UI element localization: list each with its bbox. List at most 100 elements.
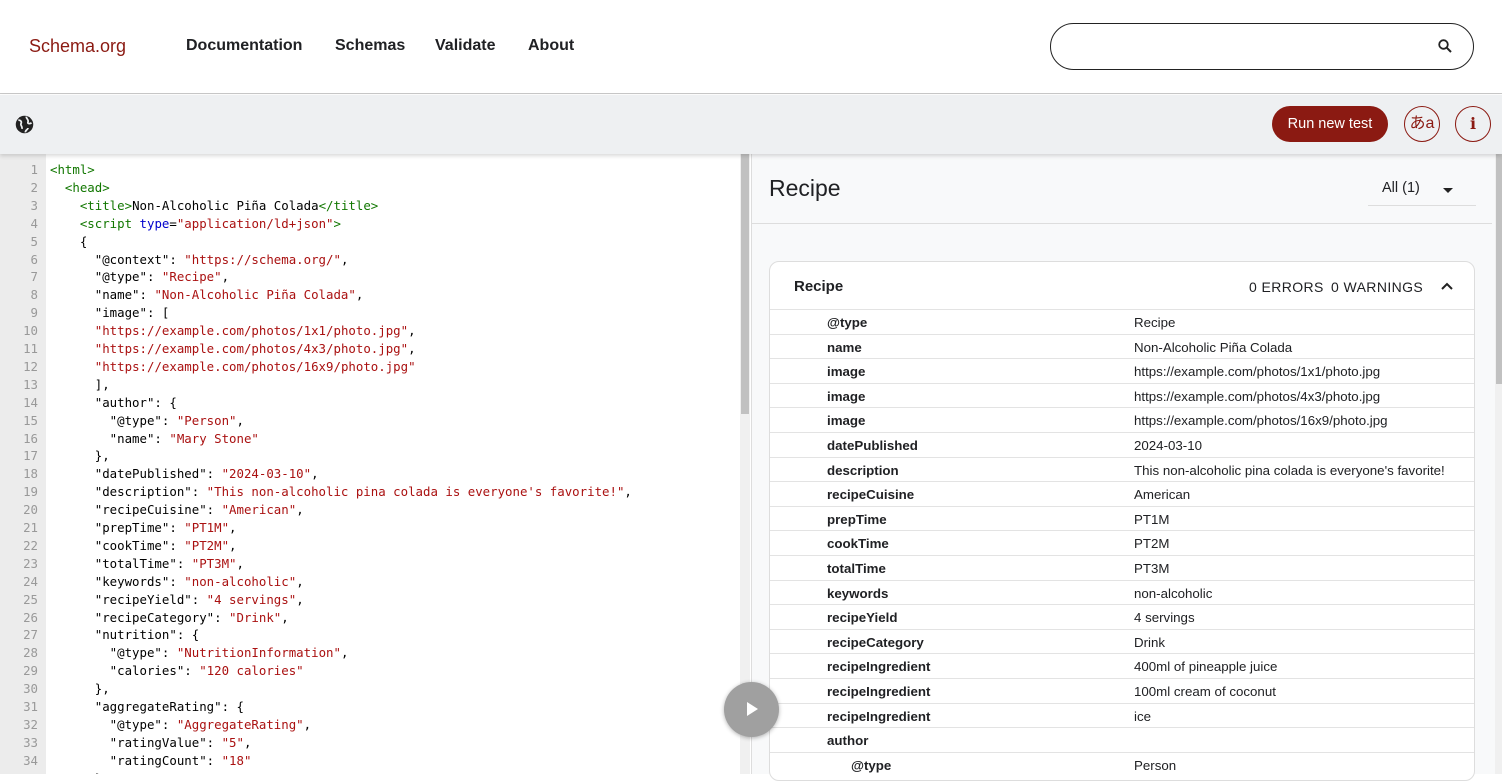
- code-token-str: "PT2M": [184, 537, 230, 553]
- code-text: "ratingValue": "5",: [50, 734, 252, 752]
- code-token-plain: ,: [303, 716, 312, 732]
- line-number: 21: [23, 520, 38, 535]
- code-text: "prepTime": "PT1M",: [50, 519, 237, 537]
- code-text: <script type="application/ld+json">: [50, 215, 341, 233]
- line-number: 12: [23, 358, 38, 374]
- editor-scroll-thumb[interactable]: [741, 154, 749, 414]
- nav-schemas[interactable]: Schemas: [335, 37, 406, 54]
- results-scroll-thumb[interactable]: [1496, 154, 1502, 384]
- code-token-plain: "@type":: [50, 645, 177, 661]
- code-token-str: "Recipe": [161, 269, 222, 285]
- code-token-plain: {: [50, 233, 88, 249]
- play-button[interactable]: [724, 682, 779, 737]
- line-number-gutter: [0, 154, 46, 774]
- property-value: non-alcoholic: [1134, 585, 1213, 601]
- property-name: recipeCategory: [827, 634, 924, 650]
- code-token-plain: "recipeCategory":: [50, 609, 230, 625]
- property-row: prepTime PT1M: [770, 505, 1474, 531]
- code-token-plain: ,: [229, 520, 237, 535]
- property-row: datePublished 2024-03-10: [770, 432, 1474, 457]
- line-number: 31: [23, 699, 38, 714]
- line-number: 15: [23, 412, 38, 428]
- results-panel: Recipe All (1) Recipe 0 ERRORS 0 WARNING…: [751, 154, 1502, 781]
- line-number: 35: [0, 770, 38, 774]
- code-token-plain: ,: [296, 502, 304, 518]
- code-token-str: "Non-Alcoholic Piña Colada": [154, 287, 356, 303]
- code-token-plain: "@type":: [50, 412, 177, 428]
- nav-documentation[interactable]: Documentation: [186, 37, 303, 54]
- code-token-str: "application/ld+json": [176, 215, 334, 231]
- code-token-plain: ,: [221, 269, 230, 285]
- code-token-plain: ,: [296, 573, 304, 589]
- property-row: recipeCuisine American: [770, 481, 1474, 506]
- line-number: 3: [30, 197, 38, 213]
- line-number: 16: [23, 430, 38, 446]
- code-text: "https://example.com/photos/4x3/photo.jp…: [50, 340, 416, 358]
- code-token-plain: =: [169, 215, 177, 231]
- filter-value: All (1): [1382, 180, 1420, 196]
- property-name: recipeIngredient: [827, 659, 931, 675]
- editor-scrollbar[interactable]: [740, 154, 750, 774]
- property-row: keywords non-alcoholic: [770, 579, 1474, 605]
- property-name: recipeIngredient: [827, 684, 931, 699]
- code-token-str: "https://example.com/photos/16x9/photo.j…: [94, 358, 416, 374]
- results-scrollbar[interactable]: [1495, 154, 1502, 774]
- property-value: 100ml cream of coconut: [1134, 684, 1276, 699]
- code-text: },: [50, 680, 110, 698]
- search-icon[interactable]: [1437, 38, 1453, 54]
- info-icon[interactable]: i: [1455, 106, 1491, 142]
- line-number: 2: [30, 179, 38, 195]
- code-token-plain: ,: [408, 323, 416, 339]
- code-token-plain: [50, 359, 95, 374]
- line-number: 24: [23, 573, 38, 589]
- nav-about[interactable]: About: [528, 37, 575, 54]
- code-token-plain: "name":: [50, 430, 170, 446]
- property-row: recipeCategory Drink: [770, 628, 1474, 654]
- code-text: "description": "This non-alcoholic pina …: [50, 483, 632, 501]
- code-token-str: "Person": [176, 412, 237, 428]
- code-token-str: "18": [221, 752, 252, 768]
- recipe-result-card: Recipe 0 ERRORS 0 WARNINGS @type Recipe na…: [769, 261, 1475, 781]
- property-value: PT3M: [1134, 561, 1170, 576]
- property-name: datePublished: [827, 438, 918, 453]
- line-number: 7: [30, 269, 38, 285]
- code-text: {: [50, 233, 87, 251]
- code-text: },: [50, 447, 110, 465]
- run-new-test-button[interactable]: Run new test: [1272, 106, 1388, 142]
- property-name: name: [827, 339, 862, 355]
- code-text: "https://example.com/photos/16x9/photo.j…: [50, 358, 416, 376]
- code-editor[interactable]: 1 <html> 2 <head> 3 <title>Non-Alcoholic Pi…: [0, 154, 751, 774]
- property-value: This non-alcoholic pina colada is everyo…: [1134, 462, 1445, 478]
- nav-validate[interactable]: Validate: [435, 37, 496, 54]
- property-row: @type Person: [770, 751, 1474, 777]
- code-token-str: "American": [221, 502, 297, 518]
- code-token-str: "Mary Stone": [169, 430, 259, 446]
- property-name: image: [827, 364, 866, 380]
- line-number: 23: [23, 555, 38, 571]
- code-token-str: "Drink": [229, 609, 282, 625]
- line-number: 6: [30, 251, 38, 267]
- property-name: cookTime: [827, 536, 889, 552]
- property-row: image https://example.com/photos/16x9/pho…: [770, 407, 1474, 432]
- search-input[interactable]: [1050, 23, 1474, 70]
- code-text: "cookTime": "PT2M",: [50, 537, 237, 555]
- code-text: "https://example.com/photos/1x1/photo.jp…: [50, 322, 416, 340]
- property-name: prepTime: [827, 511, 887, 527]
- property-row: recipeIngredient 100ml cream of coconut: [770, 678, 1474, 703]
- code-text: "@type": "NutritionInformation",: [50, 644, 349, 662]
- card-title[interactable]: Recipe: [794, 278, 844, 295]
- line-number: 32: [23, 716, 38, 732]
- code-token-plain: ,: [340, 251, 349, 267]
- property-row: recipeIngredient ice: [770, 702, 1474, 728]
- code-token-plain: "@context":: [50, 251, 185, 267]
- schema-org-logo[interactable]: Schema.org: [29, 36, 127, 56]
- code-token-plain: "prepTime":: [50, 520, 185, 535]
- code-token-str: "https://example.com/photos/1x1/photo.jp…: [94, 323, 409, 339]
- chevron-up-icon[interactable]: [1441, 282, 1453, 290]
- code-text: "@type": "Person",: [50, 412, 244, 430]
- filter-dropdown[interactable]: All (1): [1368, 178, 1476, 206]
- dropdown-caret-icon: [1443, 188, 1453, 193]
- globe-icon[interactable]: [14, 114, 35, 135]
- language-button[interactable]: あa: [1404, 106, 1440, 142]
- code-token-plain: "datePublished":: [50, 466, 222, 482]
